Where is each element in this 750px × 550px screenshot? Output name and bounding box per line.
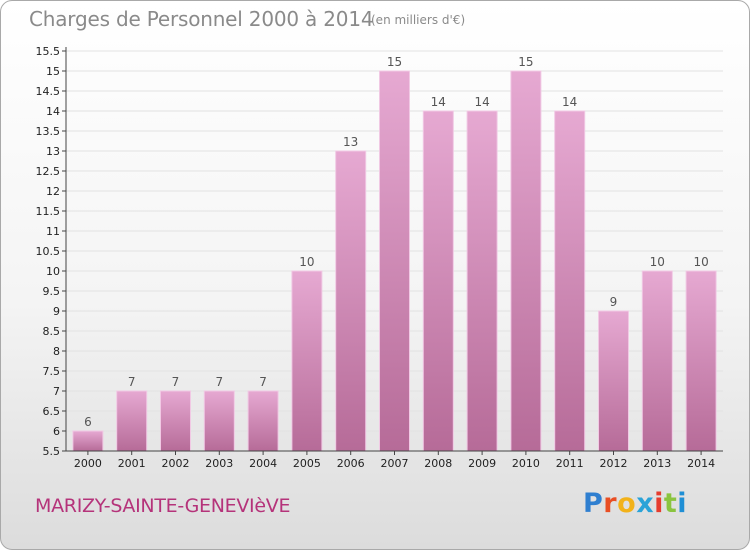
x-tick-label: 2005 [293,457,321,470]
x-tick-label: 2001 [118,457,146,470]
y-tick-label: 12 [46,185,60,198]
x-tick-label: 2009 [468,457,496,470]
logo-letter: i [677,488,688,519]
bar-2013[interactable] [641,270,673,452]
bar-2011[interactable] [554,110,586,452]
y-tick-label: 13.5 [36,125,61,138]
y-tick-label: 9 [53,305,60,318]
y-tick-label: 14 [46,105,60,118]
bar-2014[interactable] [685,270,717,452]
bar-value-label: 7 [172,375,180,389]
bar-value-label: 14 [474,95,489,109]
logo-letter: t [663,488,678,519]
bar-value-label: 14 [562,95,577,109]
y-tick-label: 6.5 [43,405,61,418]
bar-value-label: 7 [128,375,136,389]
y-tick-label: 9.5 [43,285,61,298]
bar-2002[interactable] [160,390,191,452]
logo-letter: o [617,488,637,519]
y-tick-label: 15.5 [36,45,61,58]
commune-name: MARIZY-SAINTE-GENEVIèVE [35,495,291,517]
y-tick-label: 11 [46,225,60,238]
bar-value-label: 7 [215,375,223,389]
bar-value-label: 14 [431,95,446,109]
y-tick-label: 12.5 [36,165,61,178]
bar-value-label: 9 [610,295,618,309]
y-tick-label: 11.5 [36,205,61,218]
bar-value-label: 10 [693,255,708,269]
bar-value-label: 15 [518,55,533,69]
y-tick-label: 8 [53,345,60,358]
bar-2005[interactable] [291,270,323,452]
bar-2000[interactable] [72,430,104,452]
bar-2003[interactable] [203,390,235,452]
x-tick-label: 2008 [424,457,452,470]
bar-2012[interactable] [598,310,629,452]
y-tick-label: 6 [53,425,60,438]
x-tick-label: 2007 [381,457,409,470]
proxiti-logo[interactable]: Proxiti [583,488,687,519]
y-tick-label: 14.5 [36,85,61,98]
x-tick-label: 2011 [556,457,584,470]
x-tick-label: 2006 [337,457,365,470]
bar-2008[interactable] [422,110,454,452]
y-tick-label: 13 [46,145,60,158]
x-tick-label: 2010 [512,457,540,470]
y-tick-label: 15 [46,65,60,78]
y-tick-label: 8.5 [43,325,61,338]
logo-letter: P [583,488,604,519]
x-tick-label: 2004 [249,457,277,470]
bar-value-label: 10 [650,255,665,269]
y-tick-label: 10 [46,265,60,278]
y-tick-label: 7.5 [43,365,61,378]
x-tick-label: 2003 [205,457,233,470]
bar-2010[interactable] [510,70,542,452]
y-tick-label: 7 [53,385,60,398]
chart-subtitle: (en milliers d'€) [371,13,466,27]
bar-2006[interactable] [335,150,367,452]
logo-letter: i [654,488,664,519]
bar-value-label: 15 [387,55,402,69]
bar-2007[interactable] [379,70,410,452]
bar-value-label: 6 [84,415,92,429]
bar-2004[interactable] [247,390,279,452]
x-tick-label: 2000 [74,457,102,470]
x-tick-label: 2014 [687,457,715,470]
bar-value-label: 7 [259,375,267,389]
bar-value-label: 13 [343,135,358,149]
bar-2009[interactable] [466,110,498,452]
y-tick-label: 10.5 [36,245,61,258]
x-tick-label: 2012 [600,457,628,470]
chart-title: Charges de Personnel 2000 à 2014 [29,7,374,31]
logo-letter: x [636,488,655,519]
bar-2001[interactable] [116,390,148,452]
x-tick-label: 2002 [162,457,190,470]
bar-value-label: 10 [299,255,314,269]
y-tick-label: 5.5 [43,445,61,458]
x-tick-label: 2013 [643,457,671,470]
logo-letter: r [603,488,618,519]
